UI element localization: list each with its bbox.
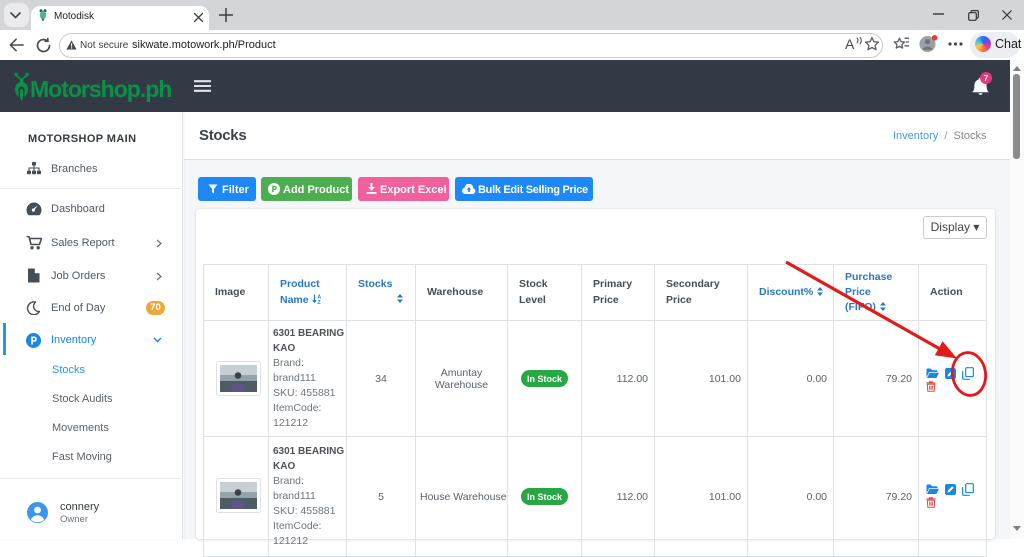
svg-text:A: A (317, 294, 321, 300)
svg-text:Z: Z (317, 300, 320, 304)
